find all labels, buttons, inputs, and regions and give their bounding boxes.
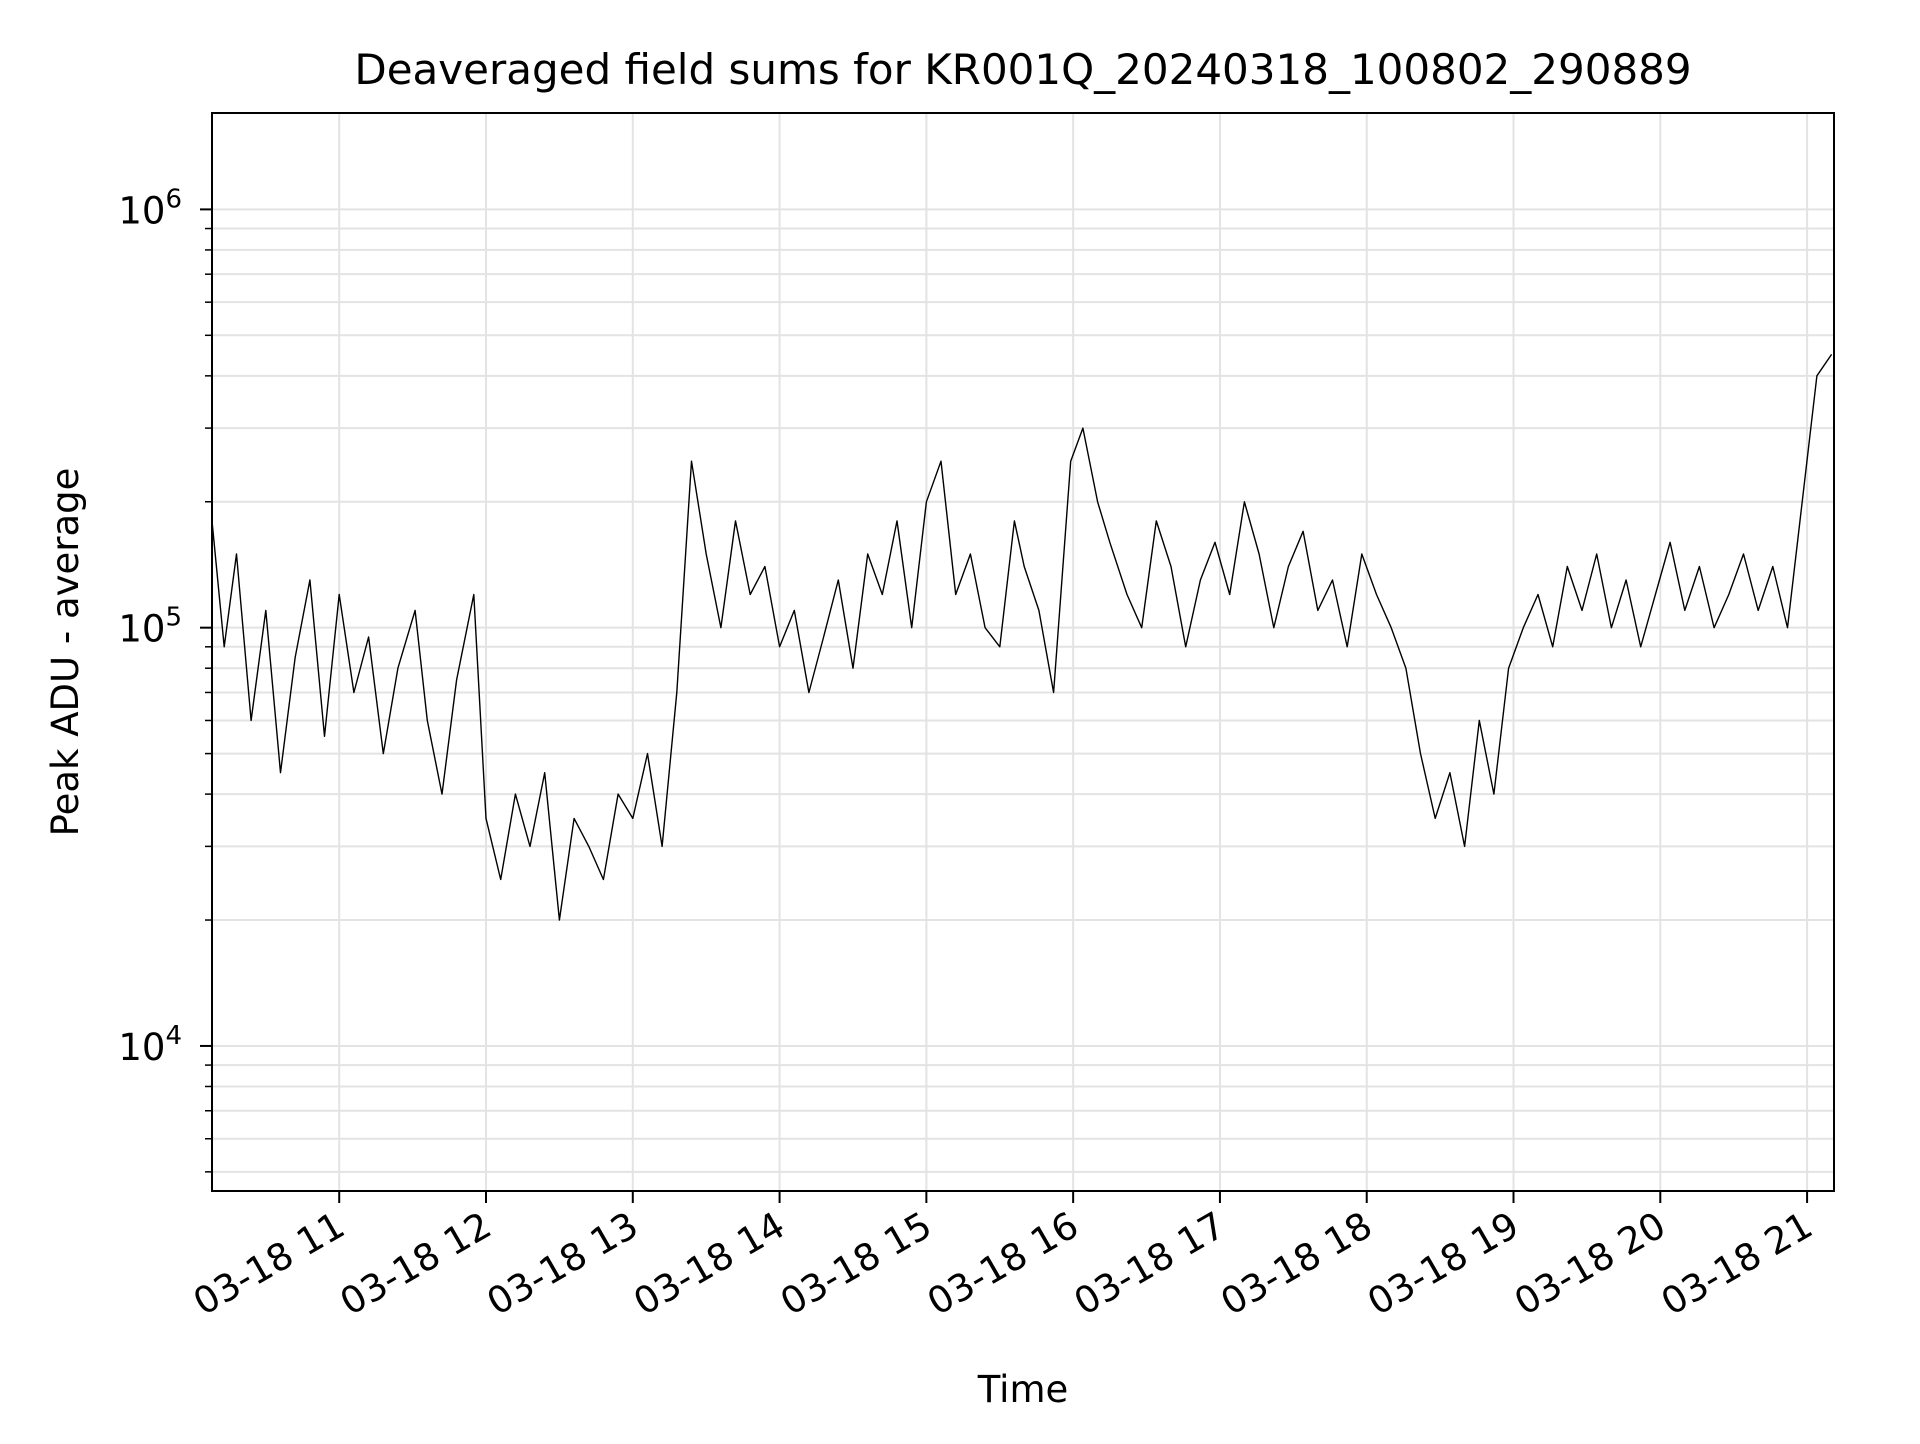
y-tick-label: 104: [118, 1021, 182, 1069]
x-axis-label: Time: [977, 1368, 1069, 1411]
chart-title: Deaveraged field sums for KR001Q_2024031…: [354, 45, 1691, 94]
y-axis-label: Peak ADU - average: [44, 468, 87, 837]
plot-frame: [211, 112, 1835, 1192]
series-line: [211, 354, 1833, 921]
y-tick-label: 105: [118, 603, 182, 651]
y-tick-label: 106: [118, 184, 182, 232]
series-layer: [211, 354, 1833, 921]
